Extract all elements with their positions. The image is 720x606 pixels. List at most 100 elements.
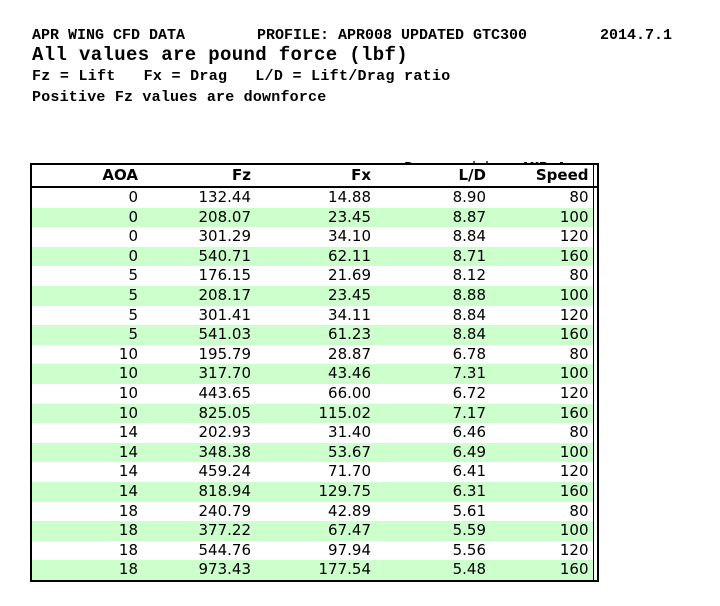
table-row: 5 176.15 21.69 8.12 80: [31, 266, 598, 286]
col-header-fx: Fx: [255, 164, 375, 188]
cell-ld: 8.88: [375, 285, 490, 306]
cell-ld: 6.31: [375, 481, 490, 502]
cell-ld: 8.87: [375, 207, 490, 228]
gutter-cell: [592, 266, 598, 286]
cell-fx: 42.89: [328, 501, 371, 520]
cell-fx: 28.87: [328, 344, 371, 363]
cell-ld: 6.41: [452, 462, 486, 481]
cell-aoa: 10: [31, 364, 142, 384]
cell-fx: 129.75: [255, 481, 375, 502]
cell-fz: 301.41: [198, 305, 252, 324]
cell-aoa: 10: [31, 403, 142, 424]
cell-fz: 240.79: [198, 501, 252, 520]
cell-speed: 120: [559, 227, 589, 246]
table-row: 18 240.79 42.89 5.61 80: [31, 501, 598, 522]
cell-fx: 31.40: [328, 423, 371, 442]
table-header-row: AOA Fz Fx L/D Speed: [31, 164, 598, 188]
gutter-cell: [592, 383, 598, 404]
gutter-cell: [592, 305, 598, 326]
cell-speed: 100: [490, 521, 593, 541]
cell-ld: 6.49: [375, 442, 490, 463]
cell-fz: 973.43: [142, 560, 255, 581]
gutter-cell: [592, 344, 598, 365]
cell-fx: 21.69: [328, 266, 371, 285]
cell-fz: 202.93: [198, 423, 252, 442]
cell-speed: 100: [490, 364, 593, 384]
table-row: 5 301.41 34.11 8.84 120: [31, 305, 598, 326]
cell-fz: 176.15: [198, 266, 252, 285]
cell-speed: 160: [490, 325, 593, 345]
cell-fx: 53.67: [255, 442, 375, 463]
cell-ld: 8.84: [452, 227, 486, 246]
table-row: 0 301.29 34.10 8.84 120: [31, 227, 598, 247]
cell-fz: 208.07: [142, 207, 255, 228]
gutter-cell: [592, 187, 598, 208]
cell-ld: 6.72: [452, 383, 486, 402]
table-row: 18 377.22 67.47 5.59 100: [31, 521, 598, 541]
gutter-cell: [592, 227, 598, 247]
table-row: 14 202.93 31.40 6.46 80: [31, 423, 598, 443]
profile-label: PROFILE: APR008 UPDATED GTC300: [257, 27, 528, 44]
cell-ld: 8.84: [452, 305, 486, 324]
cell-aoa: 5: [128, 266, 138, 285]
cell-speed: 100: [490, 285, 593, 306]
cell-speed: 80: [569, 344, 589, 363]
cell-fz: 317.70: [142, 364, 255, 384]
cell-ld: 6.46: [452, 423, 486, 442]
cell-fx: 61.23: [255, 325, 375, 345]
cell-fz: 132.44: [198, 188, 252, 206]
report-title: APR WING CFD DATA: [32, 27, 186, 44]
col-header-aoa: AOA: [31, 164, 142, 188]
cell-aoa: 18: [31, 560, 142, 581]
cell-speed: 120: [559, 383, 589, 402]
gutter-cell: [592, 560, 598, 581]
table-row: 14 348.38 53.67 6.49 100: [31, 442, 598, 463]
cell-fz: 301.29: [198, 227, 252, 246]
cell-ld: 5.61: [452, 501, 486, 520]
cell-ld: 7.31: [375, 364, 490, 384]
gutter-cell: [592, 364, 598, 384]
cell-speed: 120: [559, 540, 589, 559]
table-row: 10 317.70 43.46 7.31 100: [31, 364, 598, 384]
cell-aoa: 0: [31, 207, 142, 228]
cell-fz: 544.76: [198, 540, 252, 559]
cell-ld: 7.17: [375, 403, 490, 424]
col-header-speed: Speed: [490, 164, 593, 188]
cell-fx: 23.45: [255, 285, 375, 306]
cell-fz: 443.65: [198, 383, 252, 402]
cell-fx: 34.10: [328, 227, 371, 246]
table-body: 0 132.44 14.88 8.90 80 0 208.07 23.45 8.…: [31, 187, 598, 581]
cell-aoa: 5: [128, 305, 138, 324]
gutter-cell: [592, 442, 598, 463]
cell-aoa: 0: [31, 246, 142, 267]
cell-speed: 160: [490, 481, 593, 502]
cell-ld: 8.12: [452, 266, 486, 285]
cell-aoa: 10: [118, 383, 138, 402]
cell-ld: 5.56: [452, 540, 486, 559]
cell-ld: 8.71: [375, 246, 490, 267]
cell-fx: 66.00: [328, 383, 371, 402]
cell-speed: 120: [559, 305, 589, 324]
cell-fz: 540.71: [142, 246, 255, 267]
cell-aoa: 18: [118, 501, 138, 520]
gutter-cell: [592, 481, 598, 502]
version-date: 2014.7.1: [600, 27, 673, 44]
col-header-fz: Fz: [142, 164, 255, 188]
cell-fx: 71.70: [328, 462, 371, 481]
cell-ld: 8.84: [375, 325, 490, 345]
gutter-cell: [592, 423, 598, 443]
cell-aoa: 0: [128, 188, 138, 206]
legend-line: Fz = Lift Fx = Drag L/D = Lift/Drag rati…: [32, 68, 451, 85]
table-row: 18 544.76 97.94 5.56 120: [31, 540, 598, 561]
cell-aoa: 18: [31, 521, 142, 541]
cell-aoa: 14: [31, 481, 142, 502]
cell-speed: 100: [490, 207, 593, 228]
gutter-column-header: [592, 164, 598, 188]
cell-aoa: 10: [118, 344, 138, 363]
table-row: 0 132.44 14.88 8.90 80: [31, 187, 598, 208]
cell-aoa: 0: [128, 227, 138, 246]
table-row: 0 208.07 23.45 8.87 100: [31, 207, 598, 228]
cell-speed: 80: [569, 423, 589, 442]
cell-fx: 97.94: [328, 540, 371, 559]
cell-ld: 8.90: [452, 188, 486, 206]
